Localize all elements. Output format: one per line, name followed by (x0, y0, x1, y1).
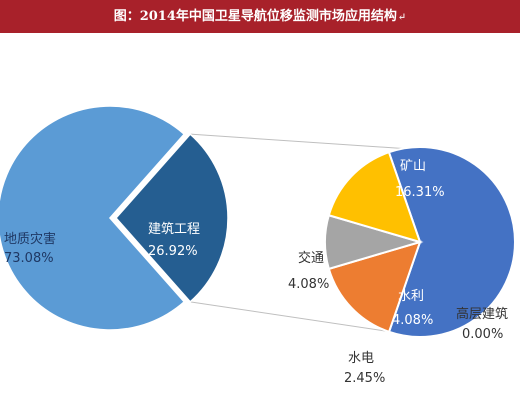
return-mark: ↵ (397, 12, 407, 23)
connector-line-top (190, 133, 411, 150)
pie-slice-hydro-value: 2.45% (344, 371, 385, 386)
pie-slice-geo-hazard-label: 地质灾害 (4, 231, 56, 247)
pie-slice-mining (387, 146, 516, 338)
pie-slice-geo-hazard-value: 73.08% (4, 251, 54, 266)
pie-slice-mining-value: 16.31% (395, 185, 445, 200)
pie-slice-transport-label: 交通 (298, 250, 324, 266)
chart-title: 图：2014年中国卫星导航位移监测市场应用结构 (113, 9, 397, 24)
pie-slice-transport (327, 150, 422, 244)
pie-slice-construction-label: 建筑工程 (148, 221, 200, 237)
chart-title-bar: 图：2014年中国卫星导航位移监测市场应用结构↵ (0, 0, 520, 33)
pie-slice-water-value: 4.08% (392, 313, 433, 328)
pie-slice-geo-hazard (0, 105, 186, 331)
pie-slice-high-rise-value: 0.00% (462, 327, 503, 342)
pie-slice-water-label: 水利 (398, 289, 424, 304)
pie-slice-hydro-label: 水电 (348, 351, 374, 366)
pie-slice-construction (114, 133, 229, 303)
pie-slice-transport-value: 4.08% (288, 277, 329, 292)
pie-slice-construction-value: 26.92% (148, 244, 198, 259)
connector-line-bottom (190, 301, 413, 336)
pie-slice-high-rise-label: 高层建筑 (456, 306, 508, 322)
pie-slice-mining-label: 矿山 (400, 159, 426, 174)
pie-slice-water (327, 240, 422, 334)
